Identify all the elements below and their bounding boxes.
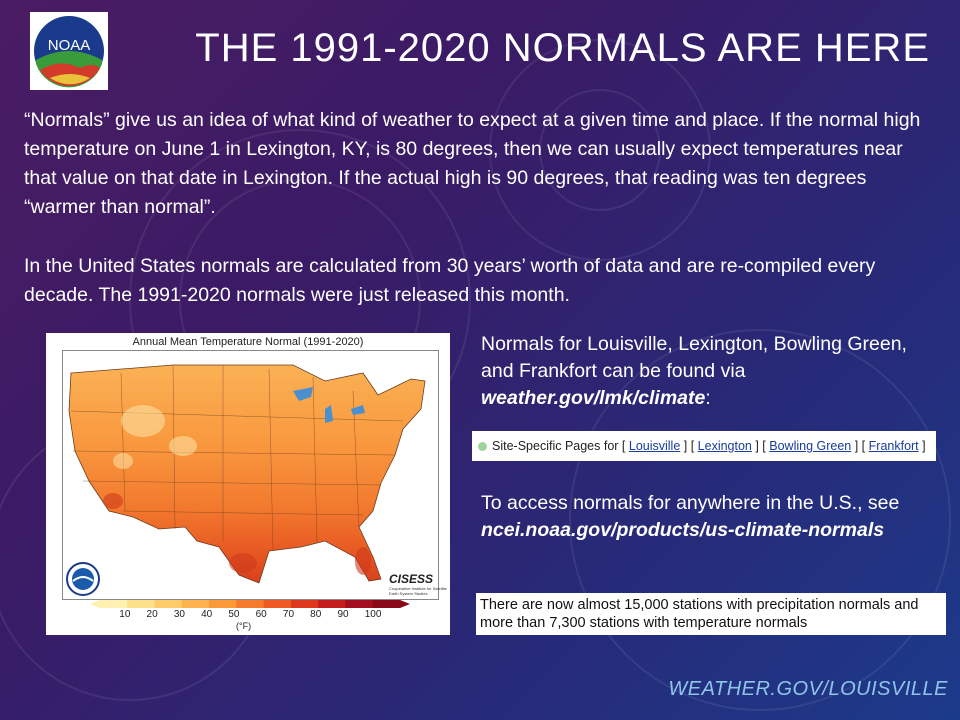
colorbar-tick-label: 10 [119,609,131,620]
page-title: THE 1991-2020 NORMALS ARE HERE [195,26,930,70]
colorbar-tick-label: 60 [255,609,267,620]
noaa-seal-icon [66,562,100,596]
local-normals-colon: : [705,387,711,409]
colorbar-segment [290,600,319,608]
temperature-colorbar [90,600,410,608]
cisess-logo: CISESS [389,572,434,586]
link-louisville[interactable]: Louisville [628,439,681,453]
colorbar-tick-label: 80 [310,609,322,620]
colorbar-segment [127,600,156,608]
map-title: Annual Mean Temperature Normal (1991-202… [132,336,364,348]
ncei-normals-link[interactable]: ncei.noaa.gov/products/us-climate-normal… [481,519,885,541]
colorbar-segment [154,600,183,608]
footer-website: WEATHER.GOV/LOUISVILLE [668,678,948,700]
colorbar-segment [318,600,346,608]
national-normals-note: To access normals for anywhere in the U.… [481,490,921,544]
colorbar-tick-label: 90 [337,609,349,620]
colorbar-unit: (°F) [236,621,252,631]
link-lexington[interactable]: Lexington [697,439,752,453]
site-specific-pages-box: Site-Specific Pages for [ Louisville ] [… [472,431,936,461]
map-frame [62,350,439,600]
noaa-logo-text: NOAA [48,37,91,54]
colorbar-segment [100,600,128,608]
colorbar-tick-label: 40 [201,609,213,620]
colorbar-segment [372,600,401,608]
colorbar-low-arrow [90,600,100,608]
colorbar-ticks: 10 20 30 40 50 60 70 80 90 100 [46,609,450,623]
colorbar-segment [209,600,237,608]
normals-calculation-note: In the United States normals are calcula… [24,255,876,306]
colorbar-high-arrow [400,600,410,608]
lmk-climate-link[interactable]: weather.gov/lmk/climate [481,387,706,409]
colorbar-segment [345,600,374,608]
colorbar-tick-label: 50 [228,609,240,620]
colorbar-tick-label: 20 [146,609,158,620]
colorbar-segment [263,600,292,608]
colorbar-tick-label: 70 [282,609,295,620]
noaa-logo: NOAA [30,12,108,90]
us-map-graphic [66,364,426,596]
normals-explanation: “Normals” give us an idea of what kind o… [24,109,921,218]
local-normals-text: Normals for Louisville, Lexington, Bowli… [481,333,907,382]
colorbar-tick-label: 100 [364,609,382,620]
national-normals-text: To access normals for anywhere in the U.… [481,492,900,514]
bullet-dot-icon [478,442,487,452]
stations-count-box: There are now almost 15,000 stations wit… [476,593,946,635]
cisess-logo-subtitle: Cooperative Institute for Satellite Eart… [389,586,447,596]
link-frankfort[interactable]: Frankfort [868,439,919,453]
site-specific-label: Site-Specific Pages for [492,439,619,453]
colorbar-segment [236,600,265,608]
colorbar-segment [181,600,210,608]
link-bowling-green[interactable]: Bowling Green [769,439,852,453]
local-normals-note: Normals for Louisville, Lexington, Bowli… [481,331,921,412]
temperature-normal-map: Annual Mean Temperature Normal (1991-202… [46,333,450,635]
colorbar-tick-label: 30 [173,609,185,620]
